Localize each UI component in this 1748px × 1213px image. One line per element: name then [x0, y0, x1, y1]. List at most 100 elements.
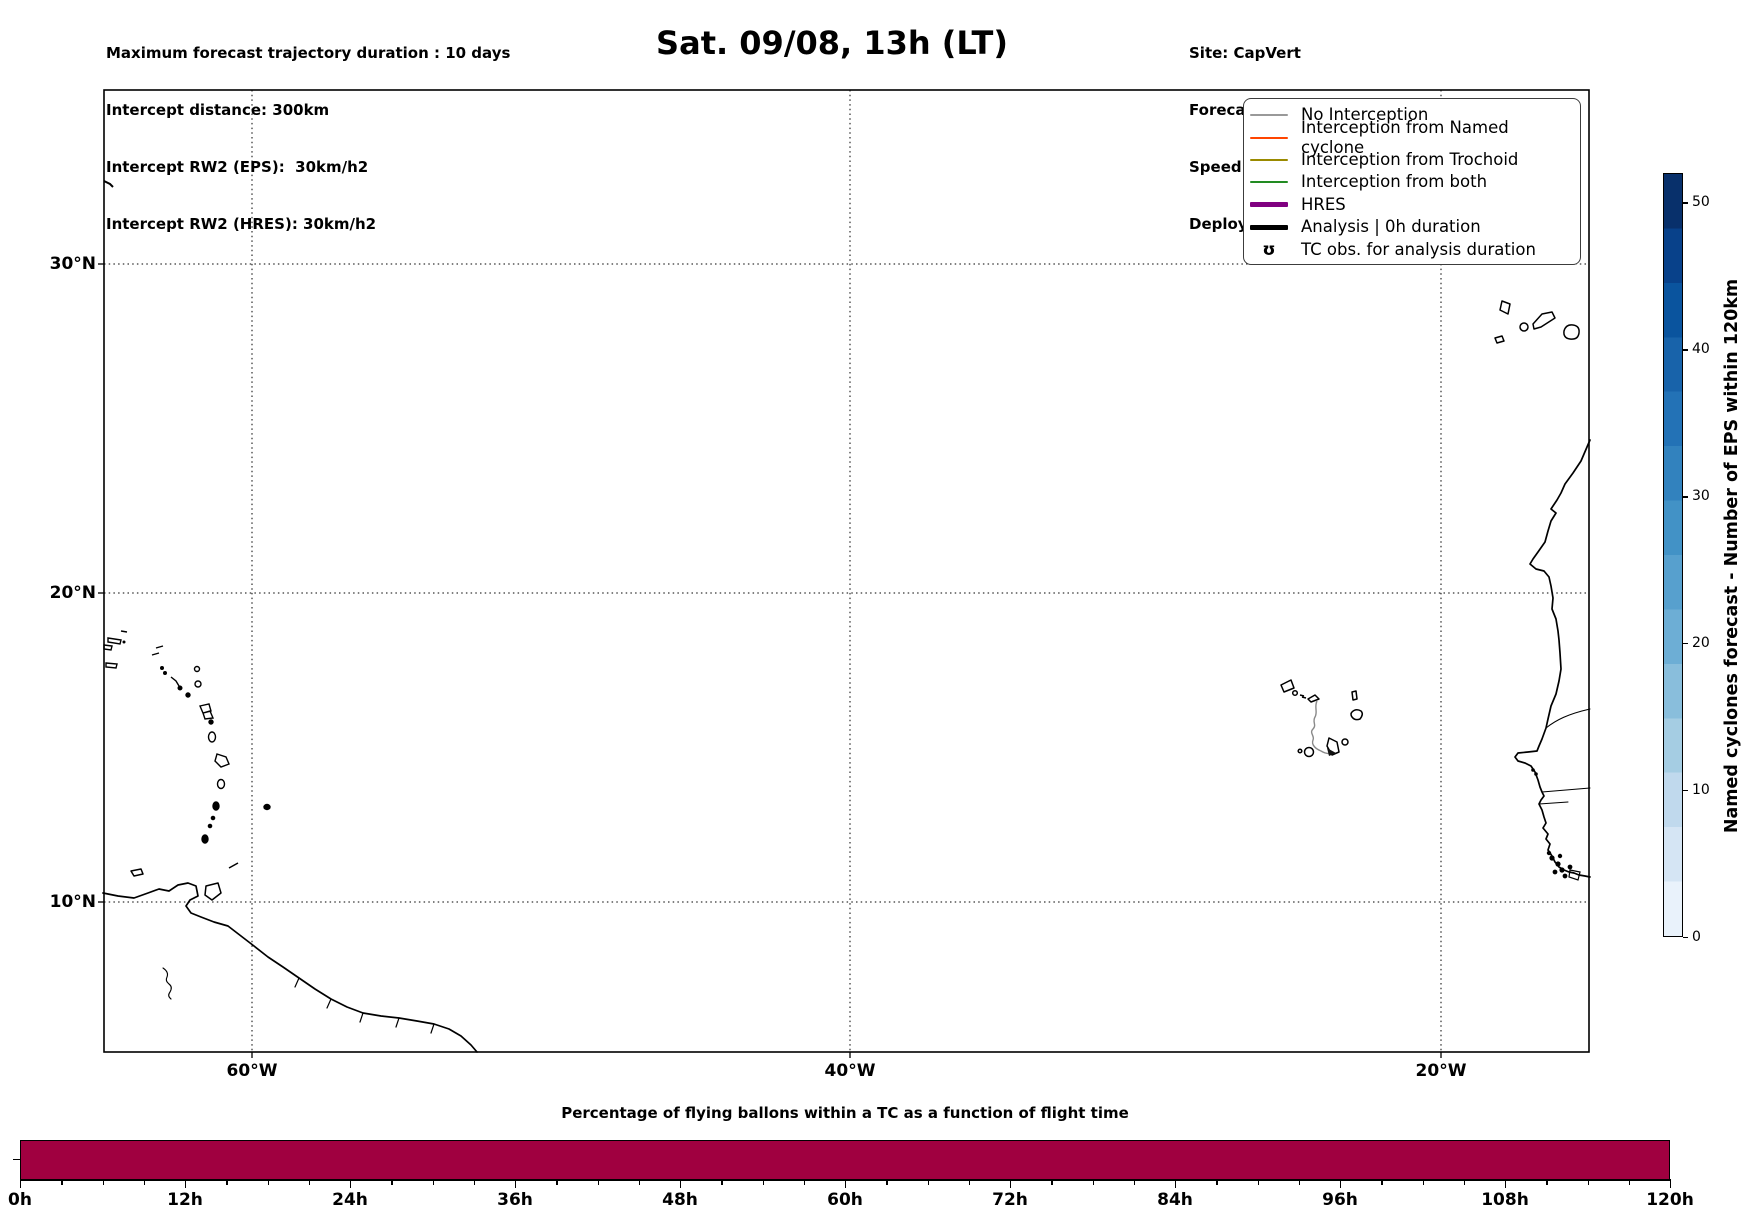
legend-item-trochoid: Interception from Trochoid [1250, 149, 1572, 171]
legend-item-label: Interception from Named cyclone [1301, 117, 1509, 157]
legend-item-analysis: Analysis | 0h duration [1250, 216, 1572, 238]
x-minor-tick [1381, 1180, 1383, 1185]
x-tick-label: 24h [332, 1190, 368, 1210]
x-major-tick [680, 1180, 682, 1188]
header-left-line: Intercept distance: 300km [106, 101, 330, 119]
legend-item-hres: HRES [1250, 194, 1572, 216]
legend-item-label: Analysis | 0h duration [1301, 217, 1481, 237]
coastline-africa [1514, 439, 1591, 878]
islands-lesser-antilles [151, 645, 271, 844]
islands-virgin [103, 630, 128, 669]
x-minor-tick [102, 1180, 104, 1185]
legend-item-named-cyclone: Interception from Named cyclone [1250, 118, 1572, 157]
x-tick-label: 120h [1646, 1190, 1694, 1210]
legend-item-tc-obs: ʊ TC obs. for analysis duration [1250, 238, 1572, 260]
x-tick-label: 96h [1322, 1190, 1358, 1210]
header-left-line: Intercept RW2 (EPS): 30km/h2 [106, 158, 369, 176]
bottom-x-axis [20, 1179, 1671, 1181]
x-minor-tick [267, 1180, 269, 1185]
x-minor-tick [61, 1180, 63, 1185]
legend-line-sample [1250, 114, 1288, 117]
header-left-line: Intercept RW2 (HRES): 30km/h2 [106, 215, 377, 233]
x-tick-label: 12h [167, 1190, 203, 1210]
x-minor-tick [886, 1180, 888, 1185]
x-minor-tick [1587, 1180, 1589, 1185]
islands-bijagos [1531, 768, 1581, 881]
lon-tick-label: 40°W [824, 1061, 876, 1081]
legend-item-label: Interception from both [1301, 172, 1488, 192]
x-minor-tick [391, 1180, 393, 1185]
x-minor-tick [556, 1180, 558, 1185]
x-tick-label: 60h [827, 1190, 863, 1210]
legend-item-label: TC obs. for analysis duration [1301, 239, 1536, 259]
bottom-chart-title: Percentage of flying ballons within a TC… [561, 1104, 1129, 1122]
bottom-y-tick [13, 1159, 20, 1161]
islands-trinidad-tobago [130, 862, 239, 901]
bottom-x-tick-labels: 0h 12h 24h 36h 48h 60h 72h 84h 96h 108h 120h [0, 1190, 1748, 1212]
x-minor-tick [968, 1180, 971, 1185]
x-minor-tick [803, 1180, 806, 1185]
lon-tick-label: 20°W [1415, 1061, 1467, 1081]
x-major-tick [1010, 1180, 1012, 1188]
x-tick-label: 36h [497, 1190, 533, 1210]
map-frame [103, 89, 1590, 1053]
legend-line-sample [1250, 158, 1288, 161]
x-minor-tick [1092, 1180, 1094, 1185]
legend-item-label: No Interception [1301, 105, 1429, 125]
legend-line-sample [1250, 136, 1288, 139]
x-minor-tick [1463, 1180, 1466, 1185]
x-minor-tick [143, 1180, 146, 1185]
islands-canary [1494, 300, 1580, 344]
x-minor-tick [762, 1180, 764, 1185]
trajectory-arrowhead [1327, 748, 1336, 756]
x-minor-tick [1133, 1180, 1136, 1185]
cyclone-marker-icon: ʊ [1262, 239, 1276, 260]
lat-tick-label: 10°N [49, 892, 96, 912]
x-minor-tick [1298, 1180, 1301, 1185]
x-major-tick [1670, 1180, 1672, 1188]
x-major-tick [20, 1180, 22, 1188]
lon-tick-label: 60°W [226, 1061, 278, 1081]
header-right-line: Site: CapVert [1189, 44, 1301, 62]
header-left-line: Maximum forecast trajectory duration : 1… [106, 44, 511, 62]
legend-line-sample [1250, 181, 1288, 184]
colorbar [1663, 173, 1683, 937]
x-major-tick [1175, 1180, 1177, 1188]
x-minor-tick [432, 1180, 434, 1185]
islands-cape-verde [1280, 679, 1364, 758]
x-minor-tick [927, 1180, 929, 1185]
x-minor-tick [1216, 1180, 1218, 1185]
map-legend: No Interception Interception from Named … [1243, 98, 1581, 265]
bottom-x-ticks [0, 1180, 1748, 1190]
x-minor-tick [226, 1180, 228, 1185]
x-minor-tick [308, 1180, 311, 1185]
x-minor-tick [1422, 1180, 1424, 1185]
x-major-tick [1340, 1180, 1342, 1188]
x-minor-tick [638, 1180, 641, 1185]
legend-item-label: Interception from Trochoid [1301, 149, 1519, 169]
colorbar-label: Named cyclones forecast - Number of EPS … [1722, 278, 1742, 834]
x-major-tick [185, 1180, 187, 1188]
x-major-tick [1505, 1180, 1507, 1188]
legend-line-sample [1250, 202, 1288, 208]
x-tick-label: 108h [1481, 1190, 1529, 1210]
legend-item-both: Interception from both [1250, 171, 1572, 193]
trajectory-no-interception [1310, 700, 1335, 755]
x-minor-tick [1257, 1180, 1259, 1185]
lat-tick-label: 20°N [49, 583, 96, 603]
map-axis-ticks [98, 263, 1442, 1058]
header-left-block: Maximum forecast trajectory duration : 1… [106, 6, 510, 272]
x-major-tick [515, 1180, 517, 1188]
lat-tick-label: 30°N [49, 254, 96, 274]
legend-line-sample [1250, 224, 1288, 230]
coastline-south-america [102, 882, 478, 1053]
percentage-bar [20, 1140, 1670, 1180]
x-minor-tick [721, 1180, 723, 1185]
island-bermuda [103, 180, 114, 188]
x-tick-label: 0h [8, 1190, 32, 1210]
x-tick-label: 48h [662, 1190, 698, 1210]
figure-title: Sat. 09/08, 13h (LT) [656, 24, 1008, 62]
x-tick-label: 72h [992, 1190, 1028, 1210]
x-minor-tick [597, 1180, 599, 1185]
